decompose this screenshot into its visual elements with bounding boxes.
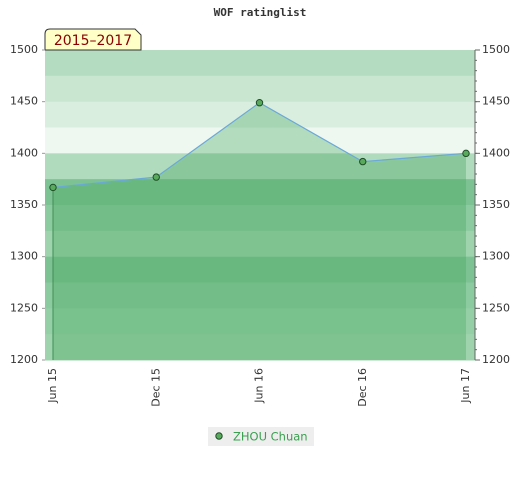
x-tick-label: Jun 16: [253, 368, 266, 404]
point: [359, 157, 367, 166]
stripe: [45, 256, 475, 283]
x-tick-label: Dec 15: [149, 368, 162, 407]
x-tick-label: Jun 17: [459, 368, 472, 404]
y2-tick-label: 1450: [482, 95, 510, 108]
plot: [49, 99, 470, 360]
tag-box: [44, 28, 142, 51]
legend-marker: [215, 432, 223, 440]
stripe: [45, 50, 475, 77]
y2-tick-label: 1200: [482, 353, 510, 366]
stripe: [45, 153, 475, 180]
plot-background: [45, 50, 475, 361]
area: [53, 102, 466, 360]
stripe: [45, 75, 475, 103]
y2-tick-label: 1250: [482, 301, 510, 314]
stripe: [45, 179, 475, 206]
y2-tick-label: 1350: [482, 198, 510, 211]
tag: 2015–2017: [54, 33, 132, 49]
stripe: [45, 205, 475, 232]
y-tick-label: 1400: [10, 146, 38, 159]
y-tick-label: 1500: [10, 43, 38, 56]
stripe: [45, 282, 475, 309]
stripe: [45, 230, 475, 258]
x-tick-label: Dec 16: [356, 368, 369, 407]
legend-label: ZHOU Chuan: [233, 430, 308, 444]
stripe: [45, 308, 475, 335]
x-tick-label: Jun 15: [46, 368, 59, 404]
y2-tick-label: 1500: [482, 43, 510, 56]
y-tick-label: 1450: [10, 95, 38, 108]
chart-title: WOF ratinglist: [214, 6, 307, 19]
legend-box: [208, 427, 314, 446]
point: [49, 183, 57, 192]
y2-tick-label: 1300: [482, 250, 510, 263]
y-tick-label: 1350: [10, 198, 38, 211]
y-tick-label: 1300: [10, 250, 38, 263]
stripe: [45, 127, 475, 154]
y-tick-label: 1250: [10, 301, 38, 314]
stripe: [45, 334, 475, 361]
point: [152, 173, 160, 181]
point: [255, 99, 264, 107]
point: [462, 149, 470, 158]
y2-tick-label: 1400: [482, 146, 510, 159]
y-tick-label: 1200: [10, 353, 38, 366]
